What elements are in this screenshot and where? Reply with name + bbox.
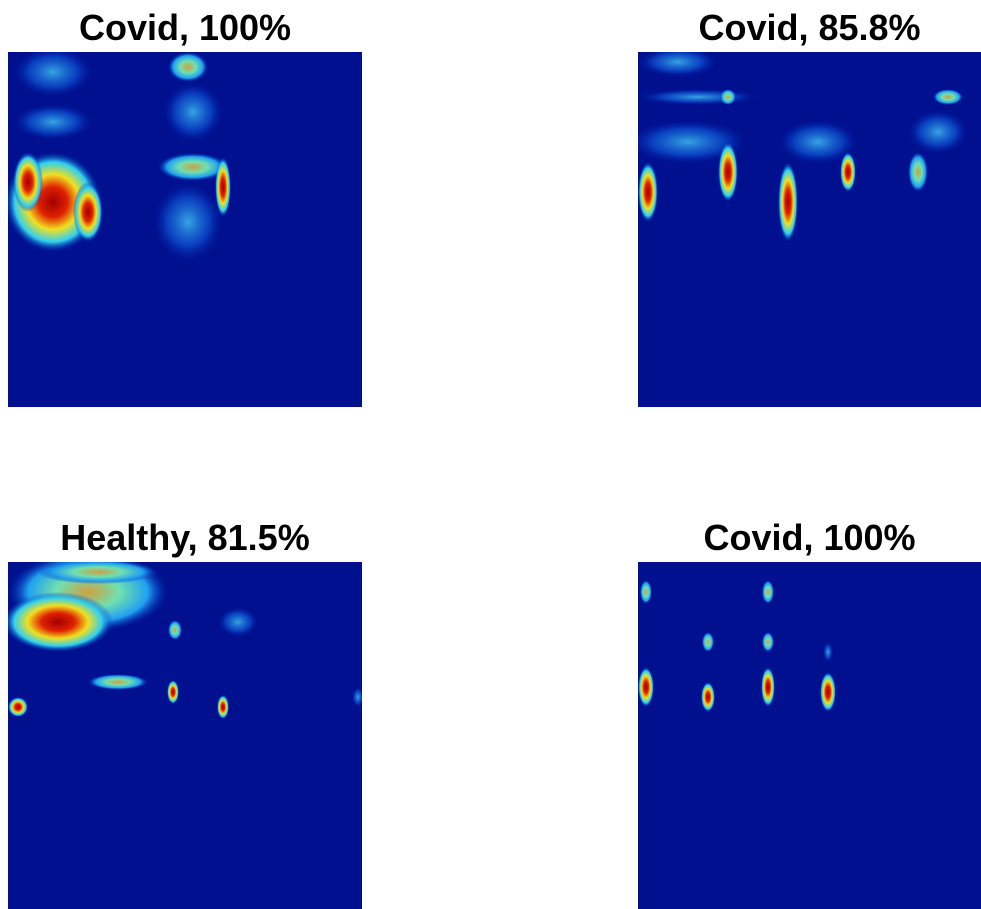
spectrogram-blob xyxy=(933,89,963,105)
spectrogram-blob xyxy=(638,89,758,105)
spectrogram-blob xyxy=(640,580,652,604)
spectrogram-blob xyxy=(38,560,158,584)
spectrogram-background xyxy=(638,52,981,407)
spectrogram-blob xyxy=(638,162,658,222)
spectrogram-blob xyxy=(168,620,182,640)
spectrogram-blob xyxy=(840,152,856,192)
spectrogram xyxy=(638,562,981,909)
spectrogram-blob xyxy=(215,157,231,217)
spectrogram-blob xyxy=(153,182,223,262)
panel: Covid, 100% xyxy=(638,517,981,909)
spectrogram-blob xyxy=(908,110,968,154)
spectrogram-blob xyxy=(720,89,736,105)
spectrogram-blob xyxy=(823,642,833,662)
spectrogram xyxy=(3,552,364,909)
spectrogram-blob xyxy=(167,680,179,704)
spectrogram-blob xyxy=(3,592,113,652)
spectrogram-blob xyxy=(8,697,28,717)
spectrogram-blob xyxy=(88,674,148,690)
spectrogram-blob xyxy=(163,82,223,142)
spectrogram-blob xyxy=(638,47,718,77)
spectrogram-blob xyxy=(762,580,774,604)
spectrogram-blob xyxy=(761,667,775,707)
spectrogram-blob xyxy=(702,632,714,652)
spectrogram-blob xyxy=(13,152,43,212)
spectrogram-blob xyxy=(73,182,103,242)
figure: Covid, 100% Covid, 85.8% Healthy, 81.5% Cov… xyxy=(0,0,981,909)
panel: Covid, 85.8% xyxy=(628,7,981,407)
spectrogram xyxy=(628,47,981,407)
spectrogram-blob xyxy=(701,682,715,712)
spectrogram-background xyxy=(638,562,981,909)
spectrogram-blob xyxy=(168,52,208,82)
spectrogram-blob xyxy=(820,672,836,712)
panel-title: Healthy, 81.5% xyxy=(60,517,309,558)
spectrogram-blob xyxy=(218,607,258,637)
panel-title: Covid, 85.8% xyxy=(698,7,920,48)
spectrogram-blob xyxy=(908,152,928,192)
spectrogram-blob xyxy=(778,162,798,242)
spectrogram-blob xyxy=(13,104,93,140)
panel-title: Covid, 100% xyxy=(79,7,291,48)
spectrogram-blob xyxy=(13,47,93,97)
panel-title: Covid, 100% xyxy=(703,517,915,558)
spectrogram-blob xyxy=(762,632,774,652)
panel: Healthy, 81.5% xyxy=(3,517,364,909)
spectrogram-blob xyxy=(638,667,654,707)
spectrogram xyxy=(5,47,362,407)
spectrogram-blob xyxy=(217,695,229,719)
panel: Covid, 100% xyxy=(5,7,362,407)
spectrogram-blob xyxy=(352,687,364,707)
spectrogram-blob xyxy=(718,142,738,202)
